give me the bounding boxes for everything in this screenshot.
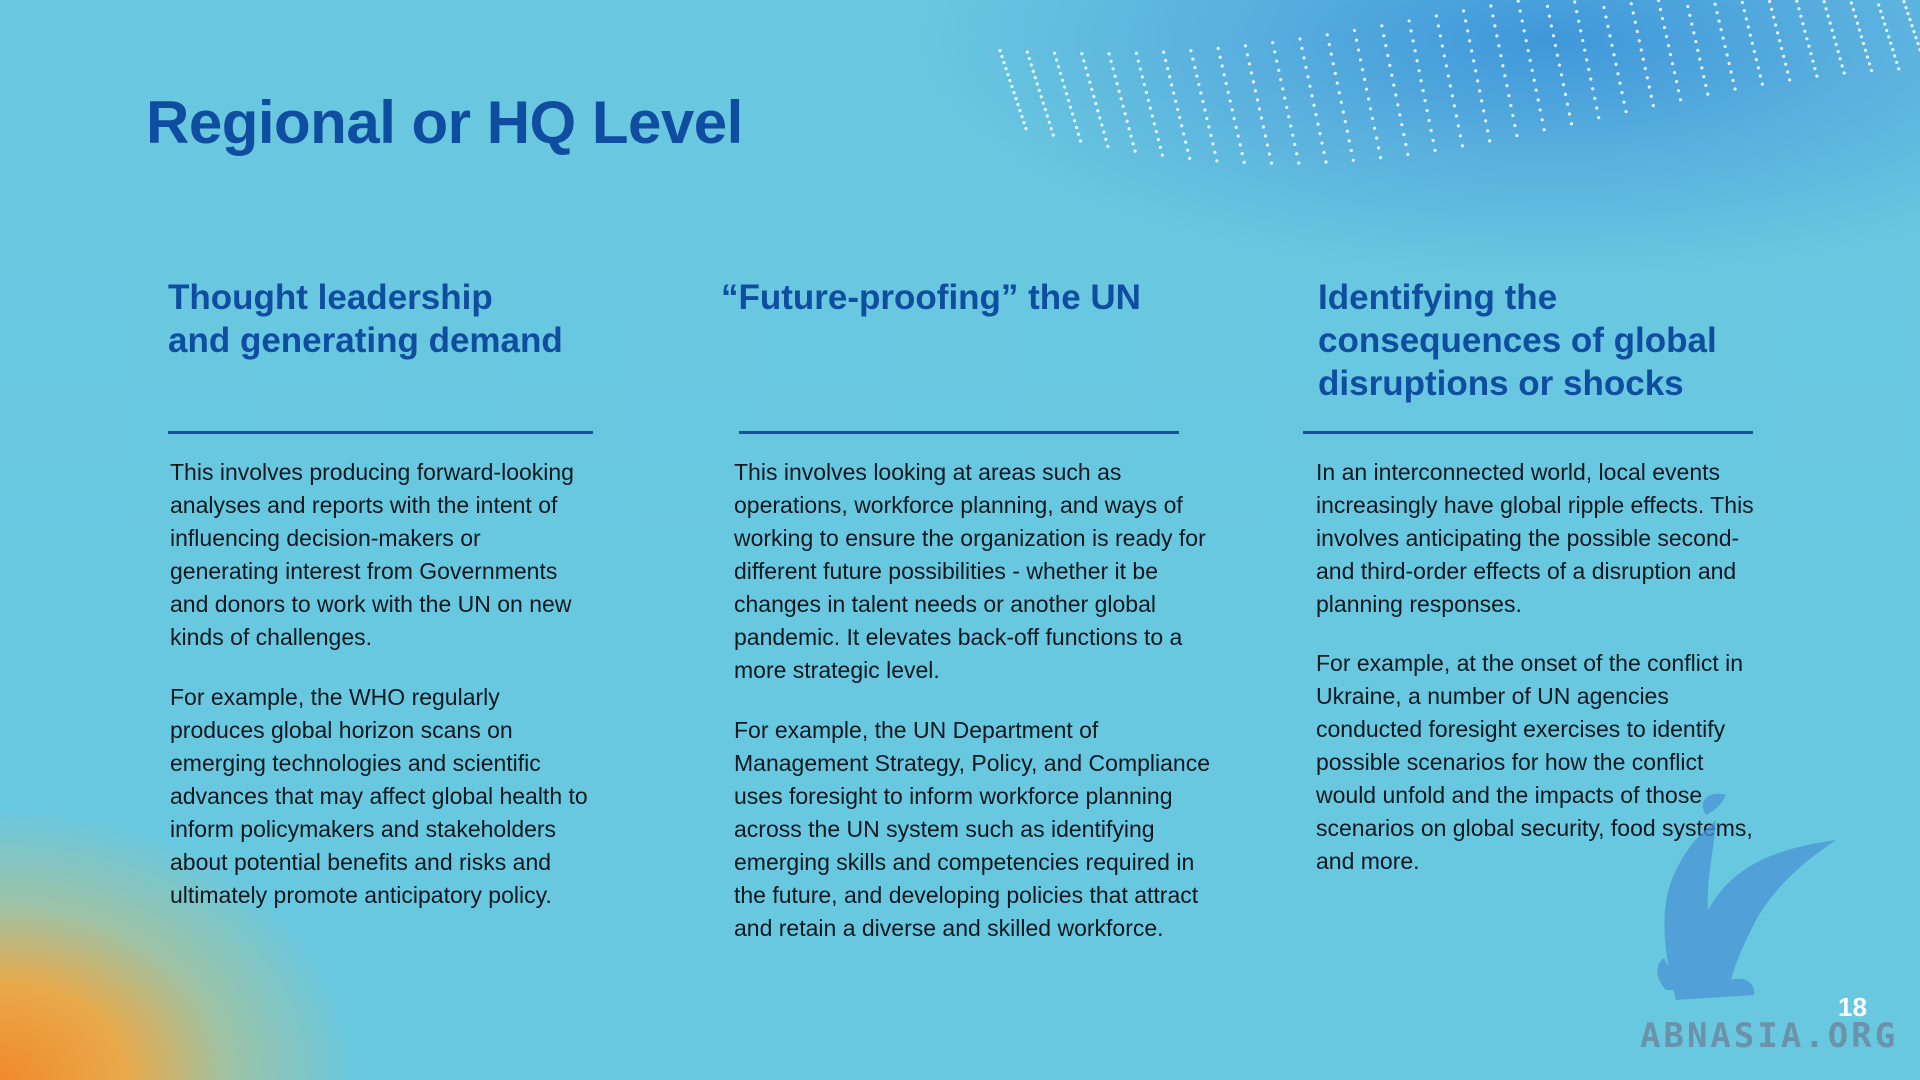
column-3-divider bbox=[1303, 431, 1753, 434]
slide-title: Regional or HQ Level bbox=[146, 89, 743, 156]
column-2-paragraph-2: For example, the UN Department of Manage… bbox=[734, 717, 1211, 941]
column-1-heading-line-1: Thought leadership bbox=[168, 278, 493, 317]
dotted-wave-decoration bbox=[998, 0, 1920, 165]
column-3-heading-line-3: disruptions or shocks bbox=[1318, 364, 1684, 403]
column-2-divider bbox=[739, 431, 1179, 434]
column-1-paragraph-1: This involves producing forward-looking … bbox=[170, 459, 574, 650]
column-1-heading: Thought leadership and generating demand bbox=[168, 276, 648, 362]
column-3-paragraph-1: In an interconnected world, local events… bbox=[1316, 459, 1754, 617]
column-3-heading: Identifying the consequences of global d… bbox=[1318, 276, 1758, 405]
column-1-divider bbox=[168, 431, 593, 434]
column-1-paragraph-2: For example, the WHO regularly produces … bbox=[170, 684, 588, 908]
column-2-paragraph-1: This involves looking at areas such as o… bbox=[734, 459, 1206, 683]
column-1-heading-line-2: and generating demand bbox=[168, 321, 563, 360]
column-3-heading-line-1: Identifying the bbox=[1318, 278, 1558, 317]
page-number: 18 bbox=[1838, 992, 1867, 1022]
watermark-text: ABNASIA.ORG bbox=[1640, 1016, 1899, 1056]
column-3-heading-line-2: consequences of global bbox=[1318, 321, 1717, 360]
column-3-paragraph-2: For example, at the onset of the conflic… bbox=[1316, 650, 1753, 874]
column-2-heading-line-1: “Future-proofing” the UN bbox=[721, 278, 1141, 317]
column-2-heading: “Future-proofing” the UN bbox=[721, 276, 1241, 319]
griffin-logo-icon bbox=[1657, 793, 1836, 1000]
